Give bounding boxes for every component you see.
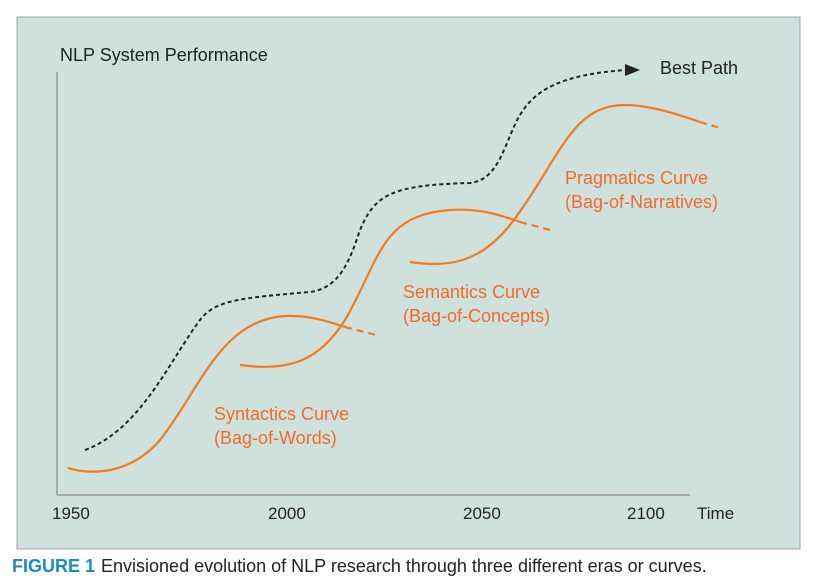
syntactics-curve [67,314,346,473]
curve-name: Semantics Curve [403,282,540,302]
best-path-label: Best Path [660,58,738,78]
arrowhead [625,64,640,76]
x-axis-label: Time [697,504,734,523]
semantics-curve [239,208,521,368]
x-tick-label: 2100 [627,504,665,523]
pragmatics-tail [699,120,721,130]
caption-label: FIGURE 1 [12,556,96,576]
curve-subtitle: (Bag-of-Concepts) [403,306,550,326]
axis-title: NLP System Performance [60,45,268,65]
curves [67,103,721,473]
curve-name: Pragmatics Curve [565,168,708,188]
figure-panel [16,16,801,550]
pragmatics-curve [409,103,701,266]
caption-text: Envisioned evolution of NLP research thr… [101,556,707,576]
curve-name: Syntactics Curve [214,404,349,424]
semantics-tail [519,220,551,232]
x-tick-label: 1950 [52,504,90,523]
syntactics-tail [344,325,381,338]
caption: FIGURE 1 Envisioned evolution of NLP rese… [12,556,707,577]
x-tick-label: 2050 [463,504,501,523]
curve-subtitle: (Bag-of-Narratives) [565,192,718,212]
x-tick-label: 2000 [268,504,306,523]
figure: NLP System Performance 1950 2000 2050 21… [16,16,801,550]
curve-subtitle: (Bag-of-Words) [214,428,337,448]
